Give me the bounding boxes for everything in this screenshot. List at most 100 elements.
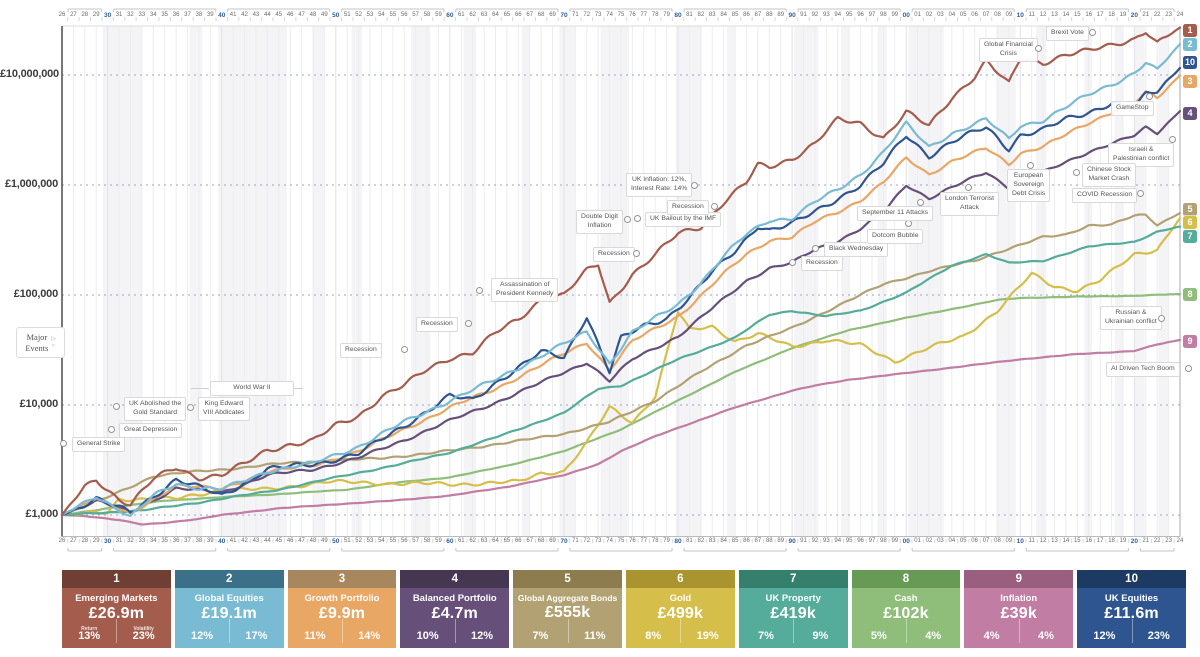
asset-name: Growth Portfolio bbox=[304, 593, 380, 604]
x-axis-year-top: 68 bbox=[537, 12, 545, 18]
x-axis-year-bottom: 44 bbox=[264, 538, 271, 544]
x-axis-year-top: 76 bbox=[629, 12, 636, 18]
percent-row: 13% 23% bbox=[62, 630, 171, 642]
x-axis-year-top: 54 bbox=[378, 12, 385, 18]
percent-row: 5% 4% bbox=[852, 630, 961, 642]
legend-card-body: Gold £499k 8% 19% bbox=[625, 588, 735, 648]
legend-card-global-equities: 2 Global Equities £19.1m 12% 17% bbox=[174, 570, 284, 648]
percent-divider bbox=[680, 619, 682, 643]
x-axis-year-top: 36 bbox=[172, 12, 180, 18]
series-line-uk-property bbox=[60, 225, 1182, 517]
event-label: European Sovereign Debt Crisis bbox=[1007, 169, 1051, 202]
x-axis-year-top: 82 bbox=[697, 12, 705, 18]
event-label: Dotcom Bubble bbox=[867, 229, 924, 244]
event-label: Russian & Ukrainian conflict bbox=[1100, 306, 1162, 330]
x-axis-year-top: 46 bbox=[286, 12, 294, 18]
x-axis-year-top: 16 bbox=[1085, 12, 1093, 18]
x-axis-year-top: 84 bbox=[720, 12, 728, 18]
x-axis-year-top: 14 bbox=[1062, 12, 1070, 18]
x-axis-year-bottom: 98 bbox=[880, 538, 887, 544]
return-percent: 8% bbox=[645, 630, 662, 642]
x-axis-year-bottom: 71 bbox=[572, 538, 579, 544]
event-leader-line bbox=[191, 388, 209, 389]
return-percent: 12% bbox=[1093, 630, 1116, 642]
x-axis-year-bottom: 74 bbox=[606, 538, 613, 544]
x-axis-year-bottom: 59 bbox=[435, 538, 442, 544]
x-axis-year-bottom: 49 bbox=[321, 538, 328, 544]
x-axis-year-top: 09 bbox=[1005, 12, 1013, 18]
x-axis-year-top: 98 bbox=[880, 12, 887, 18]
x-axis-year-bottom: 11 bbox=[1028, 538, 1035, 544]
x-axis-year-bottom: 18 bbox=[1108, 538, 1115, 544]
event-marker-circle bbox=[401, 346, 408, 353]
x-axis-year-top: 56 bbox=[400, 12, 408, 18]
recession-band bbox=[1036, 26, 1047, 537]
event-label: King Edward VIII Abdicates bbox=[198, 397, 250, 421]
asset-name: UK Property bbox=[765, 593, 821, 604]
series-line-emerging-markets bbox=[60, 26, 1182, 517]
x-axis-year-top: 28 bbox=[81, 12, 89, 18]
y-axis-label: £1,000,000 bbox=[4, 178, 58, 190]
x-axis-year-bottom: 05 bbox=[959, 538, 967, 544]
x-axis-year-top: 75 bbox=[617, 12, 625, 18]
return-label: Return bbox=[81, 626, 98, 632]
x-axis-year-top: 88 bbox=[765, 12, 773, 18]
recession-band bbox=[351, 26, 363, 537]
x-axis-year-bottom: 78 bbox=[651, 538, 659, 544]
x-axis-year-top: 55 bbox=[389, 12, 397, 18]
x-axis-year-bottom: 75 bbox=[617, 538, 625, 544]
x-axis-year-bottom: 24 bbox=[1176, 538, 1184, 544]
x-axis-year-bottom: 39 bbox=[206, 538, 214, 544]
percent-divider bbox=[454, 619, 456, 643]
x-axis-year-bottom: 84 bbox=[720, 538, 728, 544]
x-axis-year-bottom: 62 bbox=[469, 538, 477, 544]
x-axis-year-top: 67 bbox=[526, 12, 534, 18]
percent-divider bbox=[116, 619, 118, 643]
event-marker-circle bbox=[113, 403, 120, 410]
x-axis-year-top: 73 bbox=[594, 12, 602, 18]
series-line-global-aggregate-bonds bbox=[60, 212, 1182, 517]
x-axis-year-top: 83 bbox=[708, 12, 716, 18]
x-axis-year-bottom: 47 bbox=[298, 538, 305, 544]
percent-row: 7% 11% bbox=[513, 630, 622, 642]
recession-band bbox=[675, 26, 702, 537]
x-axis-year-bottom: 34 bbox=[149, 538, 157, 544]
recession-band bbox=[877, 26, 887, 537]
recession-band bbox=[189, 26, 203, 537]
chart-canvas bbox=[60, 8, 1182, 552]
legend-card-number: 4 bbox=[400, 570, 510, 588]
volatility-percent: 12% bbox=[470, 630, 494, 642]
asset-name: Gold bbox=[669, 593, 692, 604]
series-badge-6: 6 bbox=[1183, 215, 1197, 229]
event-label: Recession bbox=[593, 247, 635, 262]
x-axis-year-top: 91 bbox=[800, 12, 807, 18]
x-axis-year-top: 59 bbox=[435, 12, 442, 18]
recession-band bbox=[1084, 26, 1093, 537]
event-label: AI Driven Tech Boom bbox=[1106, 362, 1180, 377]
event-label: Global Financial Crisis bbox=[979, 38, 1038, 62]
event-marker-circle bbox=[108, 426, 115, 433]
percent-divider bbox=[229, 619, 231, 643]
x-axis-year-top: 61 bbox=[457, 12, 465, 18]
legend-card-number: 10 bbox=[1077, 570, 1186, 588]
event-label: Assassination of President Kennedy bbox=[491, 278, 559, 302]
series-badge-10: 10 bbox=[1183, 55, 1197, 69]
return-percent: 11% bbox=[304, 630, 326, 642]
percent-row: 11% 14% bbox=[288, 630, 397, 642]
event-marker-circle bbox=[634, 215, 641, 222]
percent-row: 10% 12% bbox=[400, 630, 509, 642]
event-marker-circle bbox=[1089, 29, 1096, 36]
series-badge-7: 7 bbox=[1183, 229, 1197, 243]
x-axis-year-bottom: 86 bbox=[743, 538, 750, 544]
x-axis-year-top: 72 bbox=[583, 12, 591, 18]
event-label: World War II bbox=[210, 381, 294, 396]
x-axis-year-top: 49 bbox=[321, 12, 328, 18]
series-line-balanced-portfolio bbox=[60, 109, 1182, 517]
recession-band bbox=[1134, 26, 1145, 537]
event-marker-circle bbox=[60, 440, 67, 447]
recession-band bbox=[1114, 26, 1123, 537]
major-events-label: Major Events bbox=[25, 331, 49, 353]
event-label: Chinese Stock Market Crash bbox=[1082, 163, 1136, 187]
legend-card-body: Global Aggregate Bonds £555k 7% 11% bbox=[513, 588, 622, 648]
return-percent: 7% bbox=[758, 630, 774, 642]
